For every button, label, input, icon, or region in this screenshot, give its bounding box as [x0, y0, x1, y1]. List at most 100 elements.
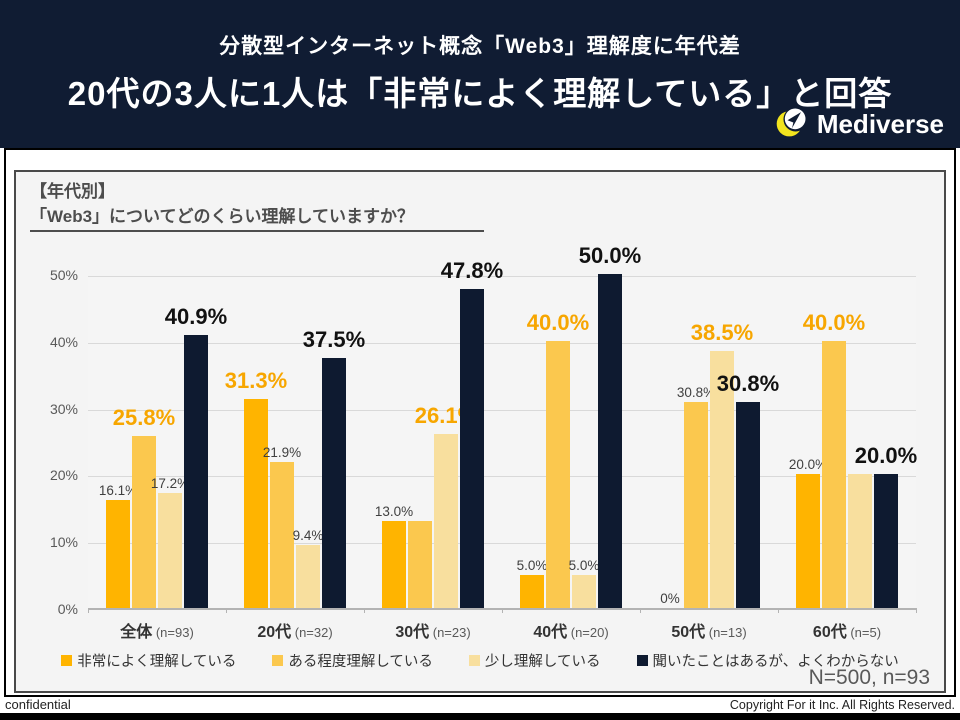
x-axis-tick	[88, 608, 89, 613]
chart-question: 【年代別】 「Web3」についてどのくらい理解していますか？	[16, 172, 944, 233]
bar: 5.0%	[569, 558, 599, 608]
category-label: 60代 (n=5)	[812, 624, 882, 641]
bar: 17.2%	[151, 476, 189, 608]
brand-name: Mediverse	[816, 109, 944, 139]
bar-value-label: 20.0%	[788, 457, 828, 473]
page-title: 20代の3人に1人は「非常によく理解している」と回答	[67, 75, 893, 112]
bar-value-label: 40.0%	[526, 309, 590, 335]
bar-value-label: 20.0%	[854, 443, 918, 469]
y-axis-tick-label: 50%	[49, 267, 78, 283]
y-axis-tick-label: 20%	[49, 467, 78, 484]
legend-label: 聞いたことはあるが、よくわからない	[652, 654, 899, 670]
bar: 40.9%	[165, 304, 227, 608]
y-axis-tick-label: 0%	[57, 601, 78, 617]
confidential-label: confidential	[5, 697, 71, 712]
bar-group: 5.0% 40.0% 5.0% 50.0% 40代 (n=20)	[517, 243, 642, 641]
bar: 13.0%	[375, 504, 413, 608]
gridline	[88, 342, 916, 344]
x-axis-tick	[225, 608, 227, 613]
bar-value-label: 31.3%	[224, 367, 288, 393]
bar: 47.8%	[441, 258, 503, 608]
plot-area: 50% 40% 30% 20% 10% 0% 16.1% 25.8% 17.2% 40.9% 全体 …	[50, 243, 917, 642]
bar: 26.1%	[415, 403, 477, 608]
x-axis-tick	[639, 608, 641, 613]
y-axis-tick-label: 30%	[49, 400, 78, 417]
slide-footer: confidential Copyright For it Inc. All R…	[5, 697, 955, 712]
bar: 25.8%	[113, 405, 175, 608]
bar	[848, 474, 872, 608]
bar-group: 31.3% 21.9% 9.4% 37.5% 20代 (n=32)	[225, 276, 365, 642]
mediverse-crescent-icon	[774, 104, 810, 145]
x-axis-tick	[502, 608, 503, 613]
bar: 50.0%	[579, 243, 641, 608]
bar-value-label: 37.5%	[302, 326, 366, 352]
bar: 20.0%	[855, 443, 917, 608]
legend-swatch-icon	[468, 655, 480, 666]
bar-groups: 16.1% 25.8% 17.2% 40.9% 全体 (n=93) 31.3% 21.9% 9…	[88, 243, 917, 642]
chart-outer-box: 【年代別】 「Web3」についてどのくらい理解していますか？ 50% 40% 30%…	[4, 148, 956, 697]
chart-legend: 非常によく理解している ある程度理解している 少し理解している 聞いたことはあるが、よ…	[16, 650, 944, 671]
copyright-label: Copyright For it Inc. All Rights Reserve…	[729, 698, 955, 712]
y-axis-tick-label: 40%	[49, 333, 78, 350]
x-axis-tick	[778, 608, 779, 613]
category-label: 20代 (n=32)	[257, 624, 333, 641]
legend-label: 少し理解している	[484, 654, 601, 670]
bar-value-label: 16.1%	[98, 483, 138, 499]
bar-group: 20.0% 40.0% 20.0% 60代 (n=5)	[789, 276, 917, 641]
bar-value-label: 40.0%	[802, 309, 866, 335]
bar-group: 16.1% 25.8% 17.2% 40.9% 全体 (n=93)	[99, 276, 227, 641]
bar-value-label: 30.8%	[676, 385, 716, 401]
legend-item: ある程度理解している	[272, 650, 433, 671]
bar: 21.9%	[263, 445, 301, 608]
bar: 30.8%	[677, 385, 715, 608]
chart-question-line1: 【年代別】	[30, 182, 115, 201]
x-axis-tick	[363, 608, 365, 613]
legend-item: 非常によく理解している	[61, 650, 236, 671]
bar-value-label: 5.0%	[568, 557, 600, 573]
bar-value-label: 13.0%	[374, 504, 414, 520]
legend-swatch-icon	[272, 655, 284, 666]
legend-label: ある程度理解している	[288, 654, 433, 670]
bar-value-label: 38.5%	[690, 319, 754, 345]
bar: 40.0%	[803, 310, 865, 608]
bar-value-label: 50.0%	[578, 243, 642, 268]
bar-value-label: 5.0%	[516, 557, 548, 573]
bar-group: 13.0% 26.1% 47.8% 30代 (n=23)	[375, 258, 503, 641]
chart-question-line2: 「Web3」についてどのくらい理解していますか？	[30, 205, 485, 233]
bar-value-label: 30.8%	[716, 371, 780, 397]
bar: 16.1%	[99, 483, 137, 608]
y-axis-tick-label: 10%	[49, 534, 78, 551]
bar-value-label: 25.8%	[112, 404, 176, 430]
slide-header: 分散型インターネット概念「Web3」理解度に年代差 20代の3人に1人は「非常に…	[0, 0, 960, 148]
bar-value-label: 9.4%	[292, 528, 324, 544]
bar: 30.8%	[717, 371, 779, 608]
bar: 37.5%	[303, 327, 365, 608]
bar-value-label: 0%	[660, 591, 680, 606]
chart-panel: 【年代別】 「Web3」についてどのくらい理解していますか？ 50% 40% 30%…	[14, 170, 946, 693]
sample-size-label: N=500, n=93	[808, 666, 930, 689]
bar	[408, 521, 432, 608]
bar: 5.0%	[517, 558, 547, 608]
legend-item: 聞いたことはあるが、よくわからない	[636, 650, 899, 671]
gridline	[88, 543, 916, 545]
bar-value-label: 21.9%	[262, 444, 302, 460]
gridline	[88, 476, 916, 478]
category-label: 全体 (n=93)	[120, 624, 194, 641]
bar: 20.0%	[789, 457, 827, 608]
bar: 40.0%	[527, 310, 589, 608]
bar-value-label: 17.2%	[150, 476, 190, 492]
gridline	[88, 276, 916, 277]
bar: 31.3%	[225, 368, 287, 608]
gridline	[88, 409, 916, 411]
bar-value-label: 47.8%	[440, 257, 504, 283]
category-label: 40代 (n=20)	[533, 624, 609, 641]
header-subtitle: 分散型インターネット概念「Web3」理解度に年代差	[219, 35, 741, 58]
bar: 9.4%	[293, 528, 323, 608]
bottom-black-bar	[0, 713, 960, 720]
category-label: 30代 (n=23)	[395, 624, 471, 641]
legend-item: 少し理解している	[468, 650, 601, 671]
brand-logo: Mediverse	[774, 104, 944, 145]
category-label: 50代 (n=13)	[671, 624, 747, 641]
legend-swatch-icon	[61, 655, 73, 666]
legend-swatch-icon	[636, 655, 648, 666]
